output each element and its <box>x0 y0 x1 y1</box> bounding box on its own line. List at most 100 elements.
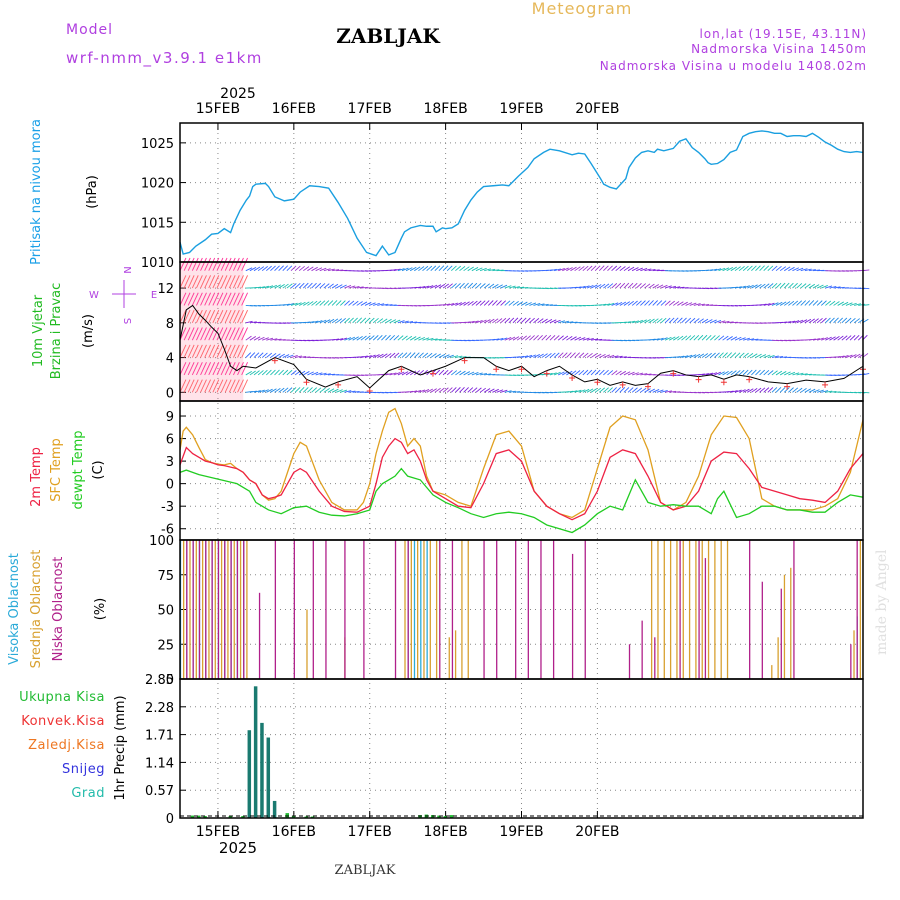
precip-bar <box>241 816 245 818</box>
wind-gust-marker <box>822 381 829 388</box>
wind-barb <box>459 301 466 306</box>
wind-barb <box>290 265 297 272</box>
wind-barb <box>307 371 314 376</box>
wind-barb <box>401 267 409 272</box>
wind-barb <box>471 372 479 376</box>
pressure-line <box>179 130 864 257</box>
wind-barb <box>179 327 187 341</box>
wind-barb <box>829 300 836 306</box>
wind-barb <box>673 356 681 359</box>
wind-barb <box>759 387 766 393</box>
wind-barb <box>492 338 500 341</box>
wind-barb <box>455 370 462 376</box>
wind-barb <box>249 321 257 324</box>
temp-line-dewpt-temp <box>179 467 864 534</box>
wind-barb <box>594 369 601 376</box>
wind-barb <box>586 352 593 358</box>
wind-barb <box>282 369 289 376</box>
wind-barb <box>656 318 663 324</box>
wind-barb <box>245 267 253 272</box>
wind-barb <box>228 292 236 306</box>
wind-barb <box>545 304 553 306</box>
wind-gust-marker <box>619 381 626 388</box>
wind-barb <box>779 282 786 289</box>
wind-barb <box>303 356 311 359</box>
wind-barb <box>669 390 677 393</box>
wind-barb <box>697 353 705 358</box>
wind-barb <box>237 327 244 341</box>
wind-barb <box>479 319 487 324</box>
precip-legend-item: Konvek.Kisa <box>21 714 105 729</box>
wind-barb <box>183 379 191 393</box>
wind-barb <box>574 336 582 341</box>
wind-barb <box>742 388 750 393</box>
wind-barb <box>714 371 721 376</box>
wind-barb <box>545 318 553 324</box>
wind-barb <box>520 335 528 341</box>
wind-barb <box>718 352 724 358</box>
wind-barb <box>430 338 438 341</box>
y-tick-label: 25 <box>157 638 174 653</box>
wind-barb <box>743 337 750 341</box>
day-label-bottom: 16FEB <box>272 824 316 840</box>
wind-barb <box>397 371 405 376</box>
wind-barb <box>191 327 199 341</box>
wind-barb <box>447 303 455 306</box>
wind-barb <box>191 257 199 271</box>
wind-barb <box>327 300 334 306</box>
lonlat-label: lon,lat (19.15E, 43.11N) <box>699 27 867 41</box>
wind-barb <box>344 317 350 324</box>
wind-barb <box>520 317 527 324</box>
wind-barb <box>216 379 224 393</box>
wind-barb <box>751 388 758 393</box>
wind-barb <box>656 300 663 306</box>
wind-barb <box>849 354 857 358</box>
wind-barb <box>249 390 257 393</box>
wind-barb <box>179 275 187 289</box>
wind-barb <box>763 303 771 306</box>
wind-barb <box>406 390 414 393</box>
wind-barb <box>414 336 421 341</box>
wind-barb <box>603 265 609 272</box>
wind-barb <box>471 320 479 324</box>
wind-barb <box>220 344 228 358</box>
y-tick-label: -3 <box>161 500 174 515</box>
wind-barb <box>294 355 303 359</box>
station-title: ZABLJAK <box>336 24 440 48</box>
y-tick-label: 0 <box>166 478 174 493</box>
wind-barb <box>636 319 643 324</box>
wind-barb <box>648 268 656 272</box>
wind-barb <box>640 319 647 324</box>
wind-barb <box>705 352 712 358</box>
wind-barb <box>726 321 734 324</box>
y-tick-label: 1020 <box>141 177 174 192</box>
wind-barb <box>323 319 331 324</box>
precip-legend-item: Ukupna Kisa <box>19 690 105 705</box>
wind-barb <box>816 317 823 324</box>
wind-barb <box>212 292 220 306</box>
wind-gust-marker <box>461 357 468 364</box>
wind-barb <box>220 257 228 271</box>
wind-barb <box>841 301 849 306</box>
wind-barb <box>611 265 618 272</box>
wind-barb <box>241 379 248 393</box>
wind-barb <box>693 303 701 306</box>
wind-barb <box>368 302 376 306</box>
wind-barb <box>241 362 248 376</box>
wind-barb <box>763 283 770 289</box>
wind-barb <box>438 265 445 272</box>
wind-barb <box>689 302 697 306</box>
wind-barb <box>336 338 344 341</box>
wind-barb <box>541 353 548 358</box>
wind-barb <box>833 335 840 341</box>
wind-barb <box>603 354 611 358</box>
day-label-bottom: 15FEB <box>196 824 240 840</box>
wind-barb <box>701 373 710 376</box>
wind-barb <box>500 317 507 324</box>
wind-barb <box>467 266 474 272</box>
wind-barb <box>858 373 866 376</box>
wind-barb <box>709 335 716 341</box>
wind-barb <box>467 387 474 393</box>
wind-barb <box>668 300 675 306</box>
wind-barb <box>743 285 750 289</box>
